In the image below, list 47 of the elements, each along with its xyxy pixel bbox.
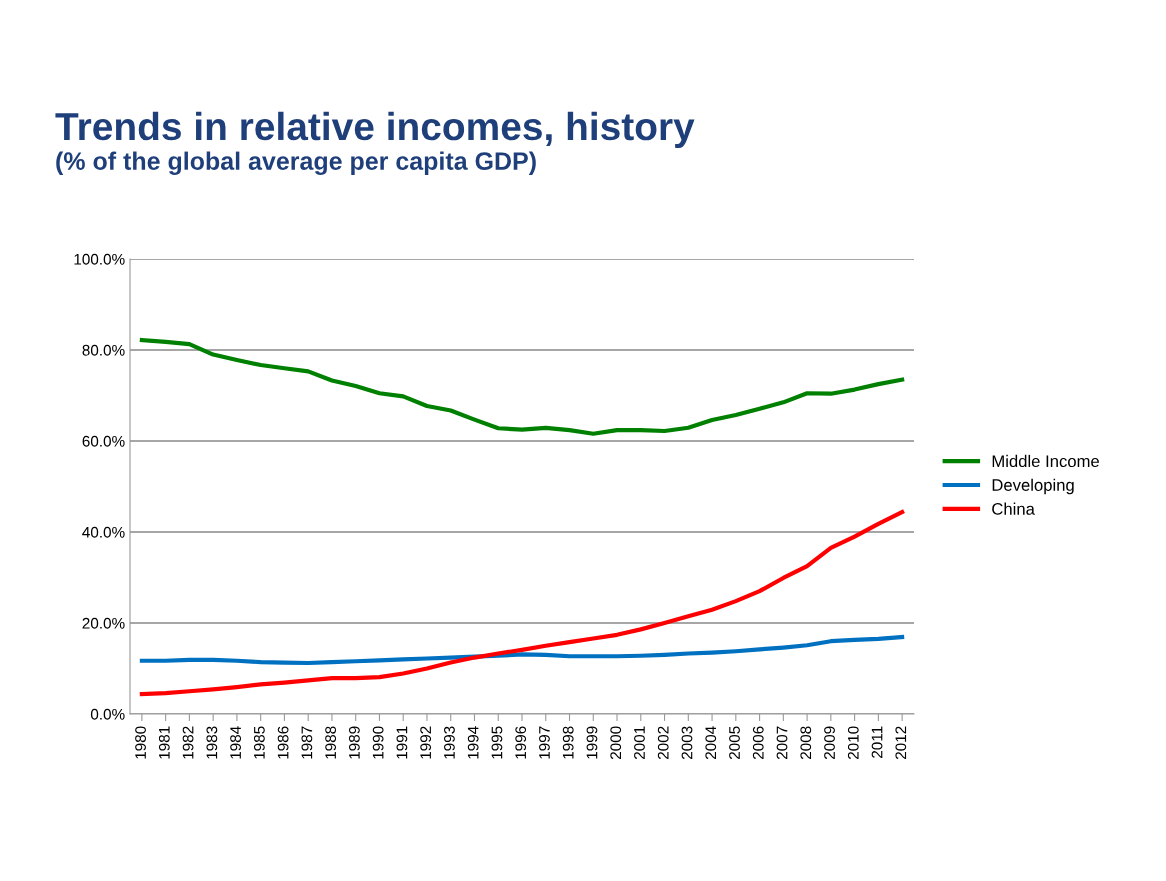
legend-label: Middle Income <box>992 454 1099 468</box>
x-tick-label: 2001 <box>634 726 645 760</box>
x-tick-label: 1989 <box>348 726 360 759</box>
x-tick-label: 1980 <box>135 726 146 759</box>
x-tick-label: 2004 <box>705 726 717 760</box>
x-tick-label: 1986 <box>277 726 289 759</box>
x-tick-label: 1981 <box>158 726 170 759</box>
x-tick-label: 2008 <box>800 726 812 760</box>
chart-title: Trends in relative incomes, history <box>55 111 695 148</box>
x-tick-label: 2010 <box>847 726 859 760</box>
x-tick-label: 1990 <box>372 726 384 759</box>
y-tick-label: 80.0% <box>82 344 125 356</box>
x-tick-label: 1996 <box>515 726 527 759</box>
y-tick-label: 60.0% <box>82 435 125 447</box>
legend-label: China <box>992 502 1035 515</box>
x-tick-label: 2012 <box>895 726 907 760</box>
chart-subtitle: (% of the global average per capita GDP) <box>56 151 536 175</box>
x-tick-label: 1994 <box>467 726 479 759</box>
y-tick-label: 100.0% <box>74 253 125 265</box>
x-tick-label: 2000 <box>610 726 622 760</box>
x-tick-label: 1992 <box>420 726 432 759</box>
y-tick-label: 20.0% <box>82 617 125 629</box>
x-tick-label: 2005 <box>729 726 740 760</box>
legend-label: Developing <box>992 478 1074 495</box>
x-tick-label: 1993 <box>444 726 455 759</box>
x-tick-label: 1984 <box>230 726 242 759</box>
x-tick-label: 1983 <box>206 726 218 759</box>
x-tick-label: 1998 <box>562 726 574 759</box>
x-tick-label: 2007 <box>776 726 788 760</box>
line-series <box>139 635 905 666</box>
x-tick-label: 1982 <box>182 726 194 759</box>
x-tick-label: 2002 <box>657 726 669 760</box>
x-tick-label: 2006 <box>752 726 764 760</box>
line-series <box>139 337 905 436</box>
x-tick-label: 1995 <box>491 726 503 759</box>
x-tick-label: 2011 <box>871 726 883 758</box>
x-tick-label: 1999 <box>586 726 598 759</box>
y-tick-label: 40.0% <box>82 526 125 538</box>
y-tick-label: 0.0% <box>90 708 125 720</box>
x-tick-label: 2009 <box>824 726 835 760</box>
x-tick-label: 1985 <box>253 726 265 759</box>
x-tick-label: 1997 <box>539 726 550 759</box>
x-tick-label: 1987 <box>301 726 313 759</box>
x-tick-label: 2003 <box>681 726 693 760</box>
line-series <box>139 509 905 697</box>
x-tick-label: 1991 <box>396 726 408 759</box>
x-tick-label: 1988 <box>325 726 337 759</box>
